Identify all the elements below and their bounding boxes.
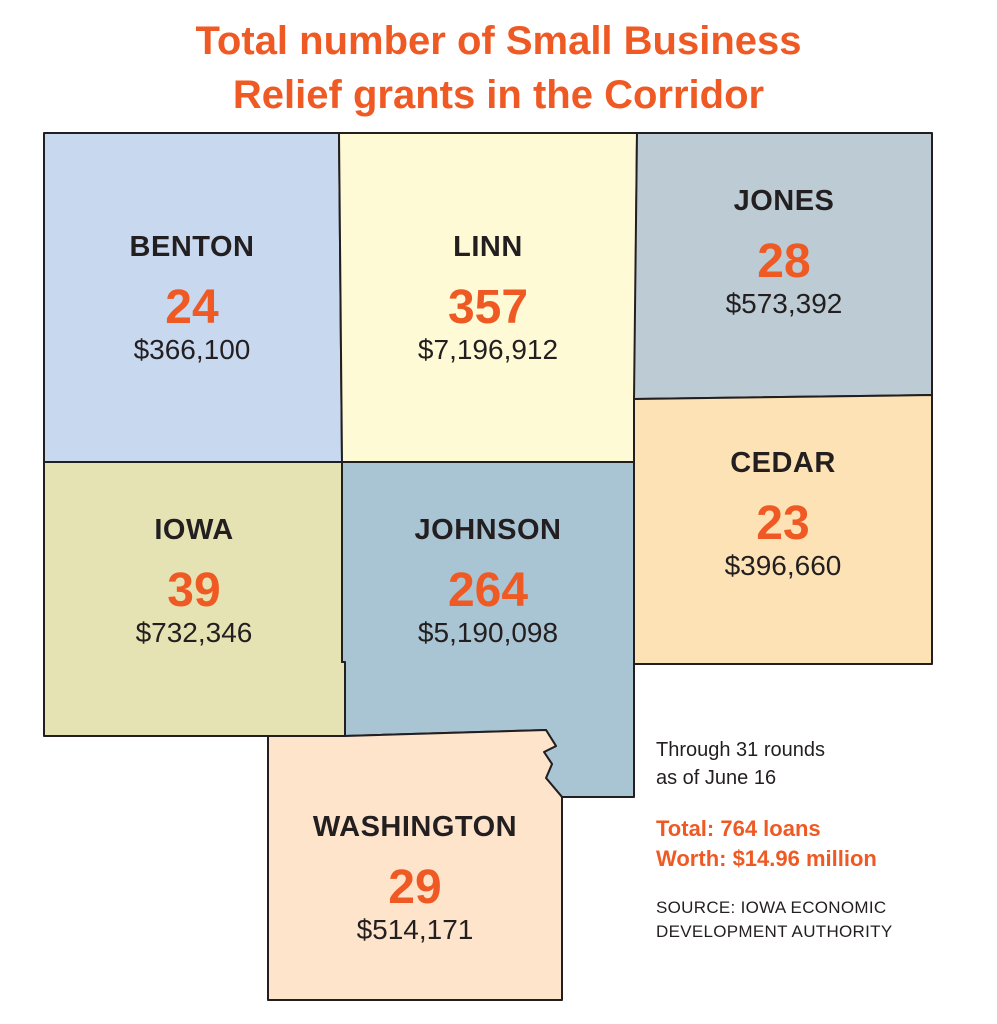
note-rounds: Through 31 rounds <box>656 739 826 761</box>
title-line-1: Total number of Small Business <box>195 19 802 63</box>
county-grant-count: 357 <box>447 281 529 334</box>
county-name: WASHINGTON <box>312 811 518 843</box>
county-grant-amount: $573,392 <box>725 288 843 319</box>
county-cedar: CEDAR 23 $396,660 <box>633 446 933 582</box>
total-worth: Worth: $14.96 million <box>656 846 877 871</box>
county-grant-amount: $732,346 <box>135 617 253 648</box>
county-grant-count: 29 <box>388 861 442 914</box>
source-credit: SOURCE: IOWA ECONOMIC DEVELOPMENT AUTHOR… <box>656 896 986 944</box>
county-jones: JONES 28 $573,392 <box>634 184 934 320</box>
county-grant-count: 23 <box>756 497 810 550</box>
source-line-2: DEVELOPMENT AUTHORITY <box>656 922 893 941</box>
county-grant-count: 39 <box>167 564 221 617</box>
county-grant-count: 28 <box>757 235 811 288</box>
county-grant-amount: $396,660 <box>724 550 842 581</box>
county-name: JONES <box>733 185 835 217</box>
county-grant-count: 264 <box>447 564 529 617</box>
title-line-2: Relief grants in the Corridor <box>232 73 765 117</box>
county-grant-count: 24 <box>165 281 219 334</box>
county-johnson: JOHNSON 264 $5,190,098 <box>338 513 638 649</box>
totals-block: Total: 764 loans Worth: $14.96 million <box>656 814 986 874</box>
county-linn: LINN 357 $7,196,912 <box>338 230 638 366</box>
county-washington-region <box>267 729 563 1001</box>
county-cedar-region <box>633 394 933 665</box>
county-benton: BENTON 24 $366,100 <box>42 230 342 366</box>
county-washington: WASHINGTON 29 $514,171 <box>265 810 565 946</box>
page-title: Total number of Small Business Relief gr… <box>0 14 997 122</box>
note-date: as of June 16 <box>656 767 777 789</box>
source-line-1: SOURCE: IOWA ECONOMIC <box>656 898 887 917</box>
county-iowa: IOWA 39 $732,346 <box>44 513 344 649</box>
county-grant-amount: $7,196,912 <box>417 334 559 365</box>
county-grant-amount: $514,171 <box>356 914 474 945</box>
total-loans: Total: 764 loans <box>656 816 821 841</box>
county-name: JOHNSON <box>414 514 562 546</box>
county-grant-amount: $5,190,098 <box>417 617 559 648</box>
county-name: LINN <box>453 231 523 263</box>
county-name: IOWA <box>154 514 234 546</box>
county-name: BENTON <box>129 231 255 263</box>
county-name: CEDAR <box>730 447 836 479</box>
map-notes: Through 31 rounds as of June 16 Total: 7… <box>656 736 986 944</box>
county-grant-amount: $366,100 <box>133 334 251 365</box>
